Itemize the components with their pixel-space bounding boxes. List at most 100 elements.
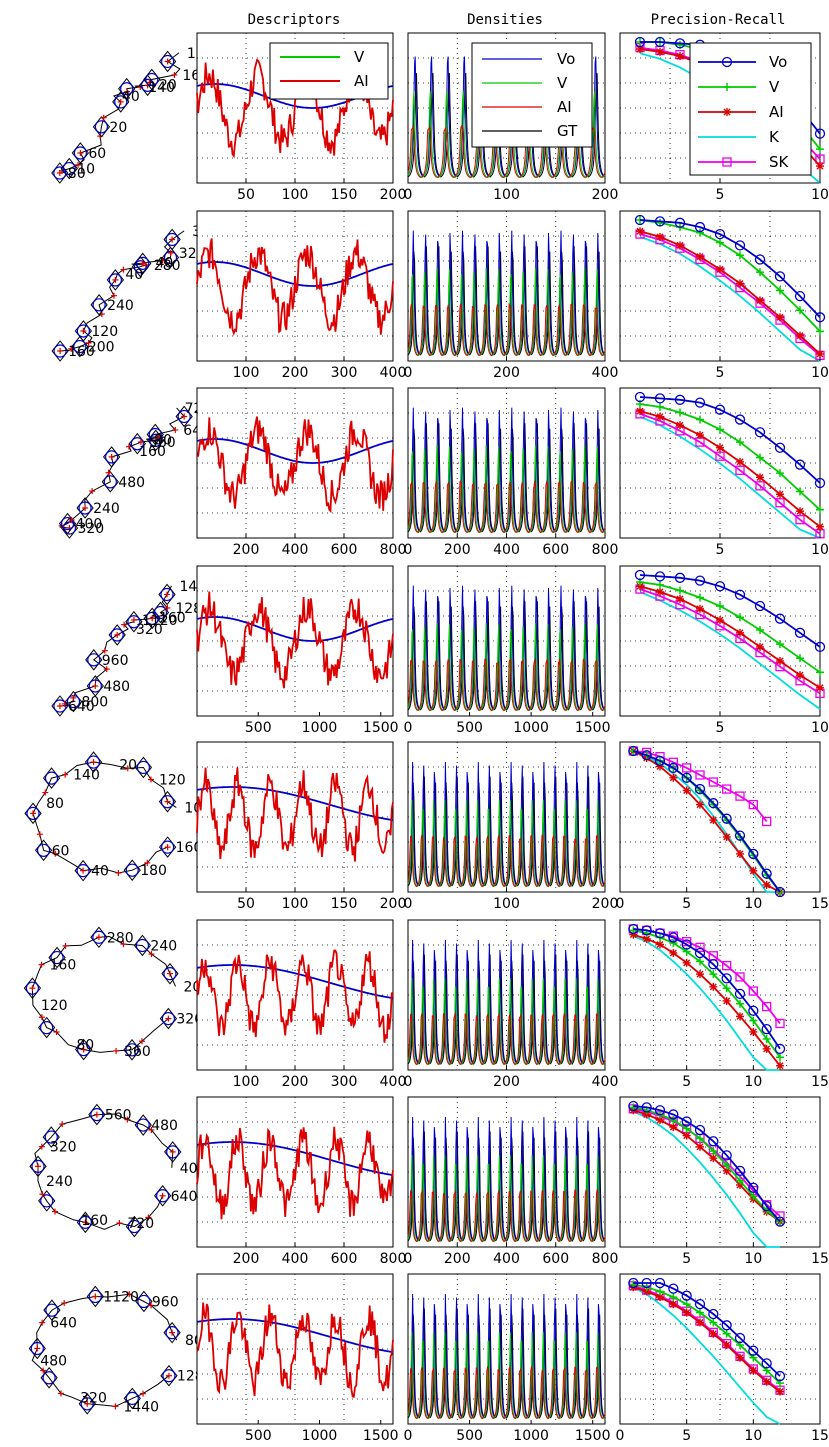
path-panel: 32040024048016056080640720 (58, 401, 211, 539)
path-star-marker (80, 327, 87, 334)
path-star-marker (169, 1329, 176, 1336)
x-tick-label: 500 (245, 1428, 272, 1444)
pr-point-V (736, 438, 744, 447)
path-star-marker (62, 942, 69, 949)
path-circle-marker (73, 146, 87, 160)
density-GT-line (407, 1308, 606, 1419)
star-stroke (749, 1366, 757, 1374)
x-tick-label: 600 (331, 1251, 358, 1267)
pr-K-line (639, 415, 821, 539)
legend-label-GT: GT (557, 122, 578, 140)
path-point-label: 240 (93, 501, 120, 517)
x-tick-label: 100 (493, 187, 520, 203)
pr-point-Vo (654, 1277, 666, 1289)
path-star-marker (57, 1390, 64, 1397)
pr-point-Vo (721, 1320, 732, 1331)
path-star-marker (125, 443, 132, 450)
path-circle-marker (110, 628, 124, 642)
path-star-marker (117, 98, 124, 105)
path-circle-marker (86, 755, 101, 769)
path-star-marker (39, 1319, 46, 1326)
densities-panel: 0 100 200 (404, 741, 618, 912)
pr-point-Vo (681, 1290, 692, 1301)
pr-point-Vo (694, 1124, 706, 1136)
x-tick-label: 150 (331, 896, 358, 912)
pr-K-line (632, 1110, 780, 1248)
density-GT-line (407, 246, 606, 356)
trajectory-path (34, 1113, 174, 1230)
path-star-marker (164, 58, 171, 65)
density-GT-line (407, 601, 606, 711)
star-stroke (776, 490, 784, 498)
precision-recall-panel: 5 10 (619, 387, 829, 558)
path-circle-marker (78, 501, 92, 515)
legend-box (689, 42, 812, 176)
path-point-label: 320 (136, 622, 163, 638)
pr-point-V (656, 580, 664, 589)
pr-V-line (639, 581, 821, 674)
precision-recall-panel: 5 10 Vo V AI K SK (619, 32, 829, 203)
x-tick-label: 1500 (363, 1428, 399, 1444)
descriptors-panel: 500 1000 1500 (196, 1273, 399, 1444)
density-AI-line (407, 302, 606, 357)
path-star-marker (164, 591, 171, 598)
densities-panel: 0 500 1000 1500 (404, 565, 611, 736)
path-star-marker (36, 831, 43, 838)
pr-point-V (669, 1293, 678, 1302)
pr-Vo-line (633, 1282, 781, 1377)
pr-point-AI (636, 407, 644, 416)
x-tick-label: 200 (282, 365, 309, 381)
pr-point-Vo (674, 572, 686, 583)
path-star-marker (103, 666, 110, 673)
x-tick-label: 800 (380, 542, 407, 558)
x-tick-label: 1500 (363, 720, 399, 736)
pr-point-AI (656, 412, 664, 421)
path-circle-marker (161, 1011, 175, 1026)
path-point-label: 160 (81, 1213, 108, 1229)
path-circle-marker (92, 930, 106, 944)
star-stroke (816, 684, 824, 692)
pr-SK-line (639, 233, 821, 357)
pr-point-V (796, 487, 804, 496)
pr-point-AI (722, 1341, 731, 1350)
pr-point-AI (736, 457, 744, 466)
pr-point-Vo (734, 240, 746, 251)
density-V-line (407, 1332, 606, 1420)
path-star-marker (95, 934, 102, 941)
x-tick-label: 800 (592, 1251, 619, 1267)
path-star-marker (30, 810, 37, 817)
pr-Vo-line (639, 574, 821, 648)
pr-point-V (722, 1161, 731, 1170)
star-stroke (763, 1378, 771, 1386)
pr-point-V (756, 625, 764, 634)
path-circle-marker (165, 232, 179, 247)
star-stroke (723, 833, 731, 841)
pr-point-AI (656, 47, 664, 56)
x-tick-label: 100 (282, 896, 309, 912)
path-star-marker (139, 260, 146, 267)
pr-Vo-line (633, 1105, 781, 1223)
column-title-precision-recall: Precision-Recall (651, 12, 786, 28)
density-GT-line (407, 423, 606, 533)
star-stroke (696, 1318, 704, 1326)
pr-point-V (756, 453, 764, 462)
path-star-marker (169, 236, 176, 243)
densities-legend: Vo V AI GT (471, 42, 593, 148)
path-circle-marker (88, 679, 102, 693)
path-circle-marker (36, 843, 51, 857)
star-stroke (716, 265, 724, 273)
path-circle-marker (165, 1326, 179, 1340)
pr-point-Vo (628, 1277, 639, 1289)
pr-point-AI (676, 241, 684, 250)
path-circle-marker (30, 1341, 44, 1356)
pr-point-V (796, 654, 804, 663)
pr-point-V (656, 1287, 664, 1296)
path-circle-marker (108, 273, 122, 287)
pr-point-V (736, 613, 744, 622)
path-star-marker (121, 621, 128, 628)
star-stroke (636, 45, 644, 53)
path-star-marker (116, 1220, 123, 1227)
path-circle-marker (130, 437, 144, 451)
precision-recall-panel: 5 10 15 (619, 1096, 829, 1267)
